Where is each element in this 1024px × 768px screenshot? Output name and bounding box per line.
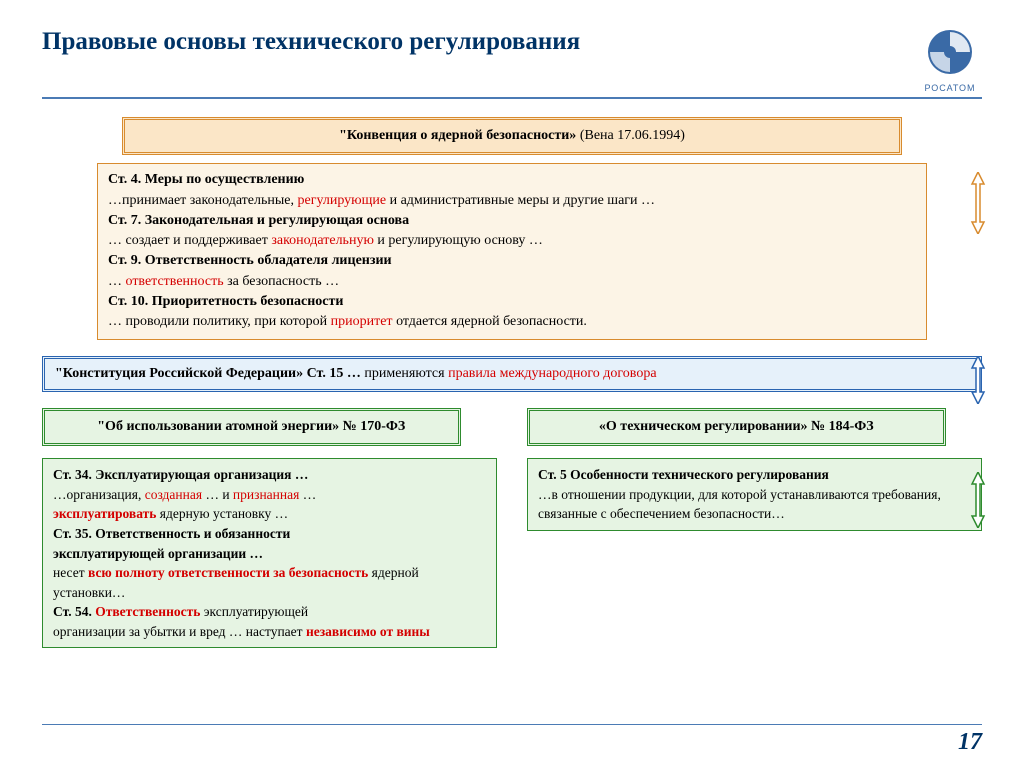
logo-label: РОСАТОМ [918, 83, 982, 93]
header-rule [42, 97, 982, 99]
law170-title-box: "Об использовании атомной энергии» № 170… [42, 408, 461, 446]
convention-title-box: "Конвенция о ядерной безопасности» (Вена… [122, 117, 902, 155]
footer-rule: 17 [42, 724, 982, 756]
page-number: 17 [958, 729, 982, 755]
law184-body-box: Ст. 5 Особенности технического регулиров… [527, 458, 982, 531]
arrow-blue-icon [968, 356, 988, 404]
slide-title: Правовые основы технического регулирован… [42, 28, 580, 66]
law184-title-box: «О техническом регулировании» № 184-ФЗ [527, 408, 946, 446]
arrow-green-icon [968, 472, 988, 528]
arrow-orange-icon [968, 172, 988, 234]
rosatom-logo: РОСАТОМ [918, 28, 982, 93]
convention-body-box: Ст. 4. Меры по осуществлению …принимает … [97, 163, 927, 339]
law170-body-box: Ст. 34. Эксплуатирующая организация … …о… [42, 458, 497, 648]
constitution-box: "Конституция Российской Федерации» Ст. 1… [42, 356, 982, 392]
